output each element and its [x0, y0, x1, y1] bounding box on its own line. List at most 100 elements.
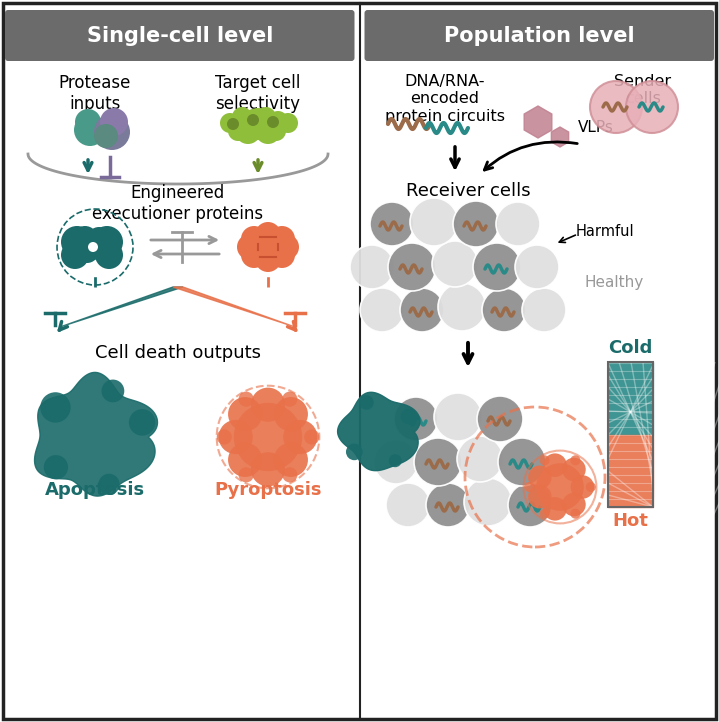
Circle shape: [528, 485, 551, 508]
Circle shape: [539, 508, 549, 518]
Circle shape: [434, 393, 482, 441]
Polygon shape: [60, 287, 183, 327]
Bar: [608, 435, 653, 507]
Circle shape: [255, 118, 281, 144]
Text: Cold: Cold: [608, 339, 652, 357]
Text: Single-cell level: Single-cell level: [86, 26, 273, 46]
Circle shape: [386, 483, 430, 527]
Circle shape: [255, 222, 281, 248]
Text: Population level: Population level: [444, 26, 635, 46]
Circle shape: [562, 492, 586, 516]
Circle shape: [374, 440, 418, 484]
Circle shape: [586, 482, 596, 492]
Circle shape: [473, 243, 521, 291]
Circle shape: [44, 455, 68, 479]
Circle shape: [85, 239, 101, 255]
Circle shape: [346, 443, 362, 460]
Circle shape: [544, 453, 567, 477]
Circle shape: [539, 456, 549, 466]
Circle shape: [74, 114, 106, 146]
Circle shape: [360, 395, 374, 409]
Circle shape: [252, 231, 284, 263]
Bar: [608, 362, 653, 435]
Circle shape: [544, 497, 567, 521]
Circle shape: [477, 396, 523, 442]
Circle shape: [515, 245, 559, 289]
Circle shape: [571, 475, 594, 499]
FancyBboxPatch shape: [365, 10, 714, 61]
FancyBboxPatch shape: [5, 10, 354, 61]
Circle shape: [410, 198, 458, 246]
Circle shape: [360, 288, 404, 332]
Circle shape: [91, 226, 123, 258]
Circle shape: [61, 226, 93, 258]
Text: Sender
cells: Sender cells: [615, 74, 672, 106]
Circle shape: [268, 111, 288, 131]
Circle shape: [438, 283, 486, 331]
Circle shape: [626, 81, 678, 133]
Circle shape: [228, 121, 248, 141]
Circle shape: [464, 478, 512, 526]
Circle shape: [457, 436, 503, 482]
Circle shape: [255, 246, 281, 272]
Circle shape: [394, 397, 438, 441]
Circle shape: [239, 391, 254, 406]
Text: Receiver cells: Receiver cells: [406, 182, 531, 200]
Circle shape: [570, 508, 580, 518]
Text: Harmful: Harmful: [576, 225, 635, 240]
Circle shape: [94, 124, 118, 148]
Circle shape: [426, 483, 470, 527]
Circle shape: [522, 288, 566, 332]
Circle shape: [389, 454, 402, 467]
Circle shape: [241, 242, 267, 268]
Circle shape: [220, 113, 240, 133]
Circle shape: [524, 482, 534, 492]
Polygon shape: [35, 373, 157, 496]
Circle shape: [90, 239, 112, 261]
Circle shape: [88, 242, 98, 252]
Circle shape: [216, 430, 232, 445]
Bar: [608, 362, 653, 507]
Circle shape: [266, 121, 286, 141]
Circle shape: [304, 430, 319, 445]
Text: Healthy: Healthy: [585, 274, 644, 290]
Circle shape: [228, 443, 262, 477]
Text: Cell death outputs: Cell death outputs: [95, 344, 261, 362]
Text: Apoptosis: Apoptosis: [45, 481, 145, 499]
Circle shape: [388, 243, 436, 291]
Circle shape: [274, 397, 308, 431]
Circle shape: [247, 114, 259, 126]
Circle shape: [528, 466, 551, 489]
Text: VLPs: VLPs: [578, 121, 614, 136]
Circle shape: [432, 241, 478, 287]
Circle shape: [241, 226, 267, 252]
Circle shape: [590, 81, 642, 133]
Circle shape: [508, 483, 552, 527]
Circle shape: [240, 119, 260, 139]
Polygon shape: [551, 127, 569, 147]
Circle shape: [269, 242, 295, 268]
Circle shape: [251, 388, 285, 422]
Circle shape: [252, 119, 272, 139]
Circle shape: [400, 409, 416, 425]
Circle shape: [482, 288, 526, 332]
Circle shape: [283, 420, 317, 454]
Circle shape: [242, 108, 274, 140]
Circle shape: [72, 226, 98, 252]
Circle shape: [256, 107, 276, 127]
Circle shape: [75, 239, 99, 263]
Circle shape: [239, 467, 254, 482]
Circle shape: [400, 288, 444, 332]
Circle shape: [100, 108, 128, 136]
Circle shape: [536, 464, 584, 510]
Circle shape: [370, 202, 414, 246]
Circle shape: [237, 234, 263, 260]
Text: Protease
inputs: Protease inputs: [59, 74, 131, 113]
Circle shape: [269, 226, 295, 252]
Circle shape: [234, 403, 302, 471]
Circle shape: [267, 116, 279, 128]
Circle shape: [227, 118, 239, 130]
Circle shape: [273, 234, 299, 260]
Circle shape: [94, 114, 130, 150]
Circle shape: [40, 392, 70, 422]
